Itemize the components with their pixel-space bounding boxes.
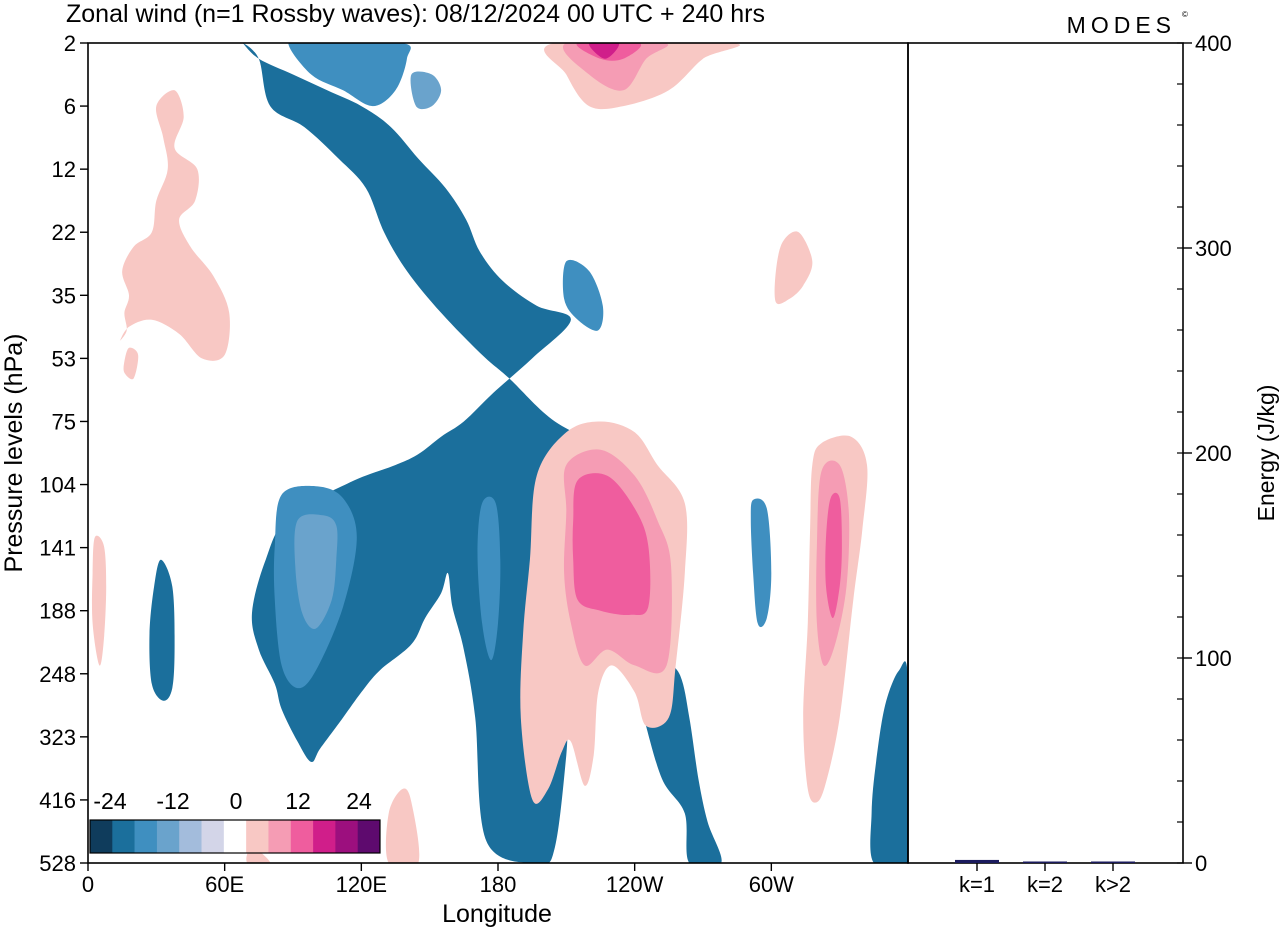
energy-category-label: k=1 — [959, 872, 995, 897]
energy-frame — [907, 42, 1184, 864]
colorbar-swatch — [134, 820, 158, 853]
colorbar-frame — [89, 819, 381, 854]
energy-tick-label: 300 — [1195, 236, 1232, 261]
colorbar-tick-label: -12 — [156, 788, 189, 814]
contour-neg2-d — [477, 496, 501, 661]
contour-neg2-b — [562, 259, 604, 331]
colorbar-tick-label: 0 — [230, 788, 243, 814]
x-tick-label: 60W — [749, 872, 794, 897]
energy-bar-plot: 0 100 200 300 400 k=1 k=2 k>2 — [907, 31, 1232, 897]
x-tick-label: 120E — [336, 872, 387, 897]
contour-pos2-a — [563, 43, 669, 91]
heatmap-plot — [91, 43, 908, 863]
energy-axis-label: Energy (J/kg) — [1253, 385, 1279, 522]
colorbar-swatch — [112, 820, 135, 853]
y-tick-label: 12 — [52, 157, 76, 182]
x-axis-label: Longitude — [442, 900, 552, 928]
energy-tick-label: 200 — [1195, 441, 1232, 466]
colorbar-swatch — [290, 820, 314, 853]
y-tick-label: 35 — [52, 283, 76, 308]
energy-bar — [1091, 861, 1135, 863]
colorbar-swatch — [335, 820, 358, 853]
energy-bar — [955, 859, 999, 863]
x-tick-label: 0 — [82, 872, 94, 897]
contour-neg3-b — [410, 71, 442, 110]
y-tick-label: 53 — [52, 346, 76, 371]
chart-title: Zonal wind (n=1 Rossby waves): 08/12/202… — [66, 0, 765, 28]
contour-neg-b — [149, 559, 175, 701]
energy-category-label: k>2 — [1095, 872, 1131, 897]
y-tick-label: 528 — [39, 851, 76, 876]
contour-neg-a — [242, 43, 722, 863]
colorbar-legend: -24 -12 0 12 24 — [89, 788, 381, 854]
brand-registered-icon: © — [1182, 10, 1188, 19]
colorbar-swatch — [268, 820, 292, 853]
y-tick-label: 141 — [39, 536, 76, 561]
y-tick-label: 104 — [39, 473, 76, 498]
colorbar-swatch — [223, 820, 247, 853]
y-tick-label: 6 — [64, 94, 76, 119]
colorbar-tick-label: -24 — [93, 788, 126, 814]
y-tick-label: 75 — [52, 409, 76, 434]
energy-bar — [1023, 861, 1067, 863]
contour-pos3-b — [572, 473, 651, 616]
contour-neg2-a — [288, 43, 411, 107]
y-axis-label: Pressure levels (hPa) — [0, 334, 28, 573]
x-tick-label: 120W — [606, 872, 664, 897]
colorbar-swatch — [156, 820, 180, 853]
contour-pos4-a — [588, 43, 620, 59]
colorbar-swatch — [90, 820, 113, 853]
y-tick-label: 2 — [64, 31, 76, 56]
colorbar-swatch — [201, 820, 225, 853]
y-tick-label: 416 — [39, 788, 76, 813]
contour-pos-b — [123, 347, 139, 380]
colorbar-swatch — [313, 820, 336, 853]
contour-neg-c — [870, 661, 908, 863]
y-tick-label: 323 — [39, 725, 76, 750]
y-tick-label: 22 — [52, 220, 76, 245]
energy-tick-label: 100 — [1195, 646, 1232, 671]
colorbar-swatch — [357, 820, 381, 853]
contour-neg3-a — [294, 514, 338, 629]
contour-neg2-e — [750, 498, 772, 628]
energy-category-label: k=2 — [1027, 872, 1063, 897]
contour-pos3-c — [825, 492, 842, 619]
colorbar-swatch — [246, 820, 269, 853]
brand-logo: MODES — [1067, 12, 1176, 38]
x-tick-label: 180 — [480, 872, 517, 897]
y-tick-label: 188 — [39, 599, 76, 624]
colorbar-swatch — [179, 820, 202, 853]
contour-pos-a — [119, 90, 230, 361]
energy-tick-label: 400 — [1195, 31, 1232, 56]
x-tick-label: 60E — [205, 872, 244, 897]
contour-pos-c — [91, 535, 107, 666]
energy-tick-label: 0 — [1195, 851, 1207, 876]
colorbar-tick-label: 12 — [285, 788, 311, 814]
y-tick-label: 248 — [39, 662, 76, 687]
contour-pos-h — [385, 788, 420, 863]
contour-layer — [91, 43, 908, 863]
colorbar-tick-label: 24 — [346, 788, 372, 814]
contour-pos-e — [774, 231, 813, 305]
